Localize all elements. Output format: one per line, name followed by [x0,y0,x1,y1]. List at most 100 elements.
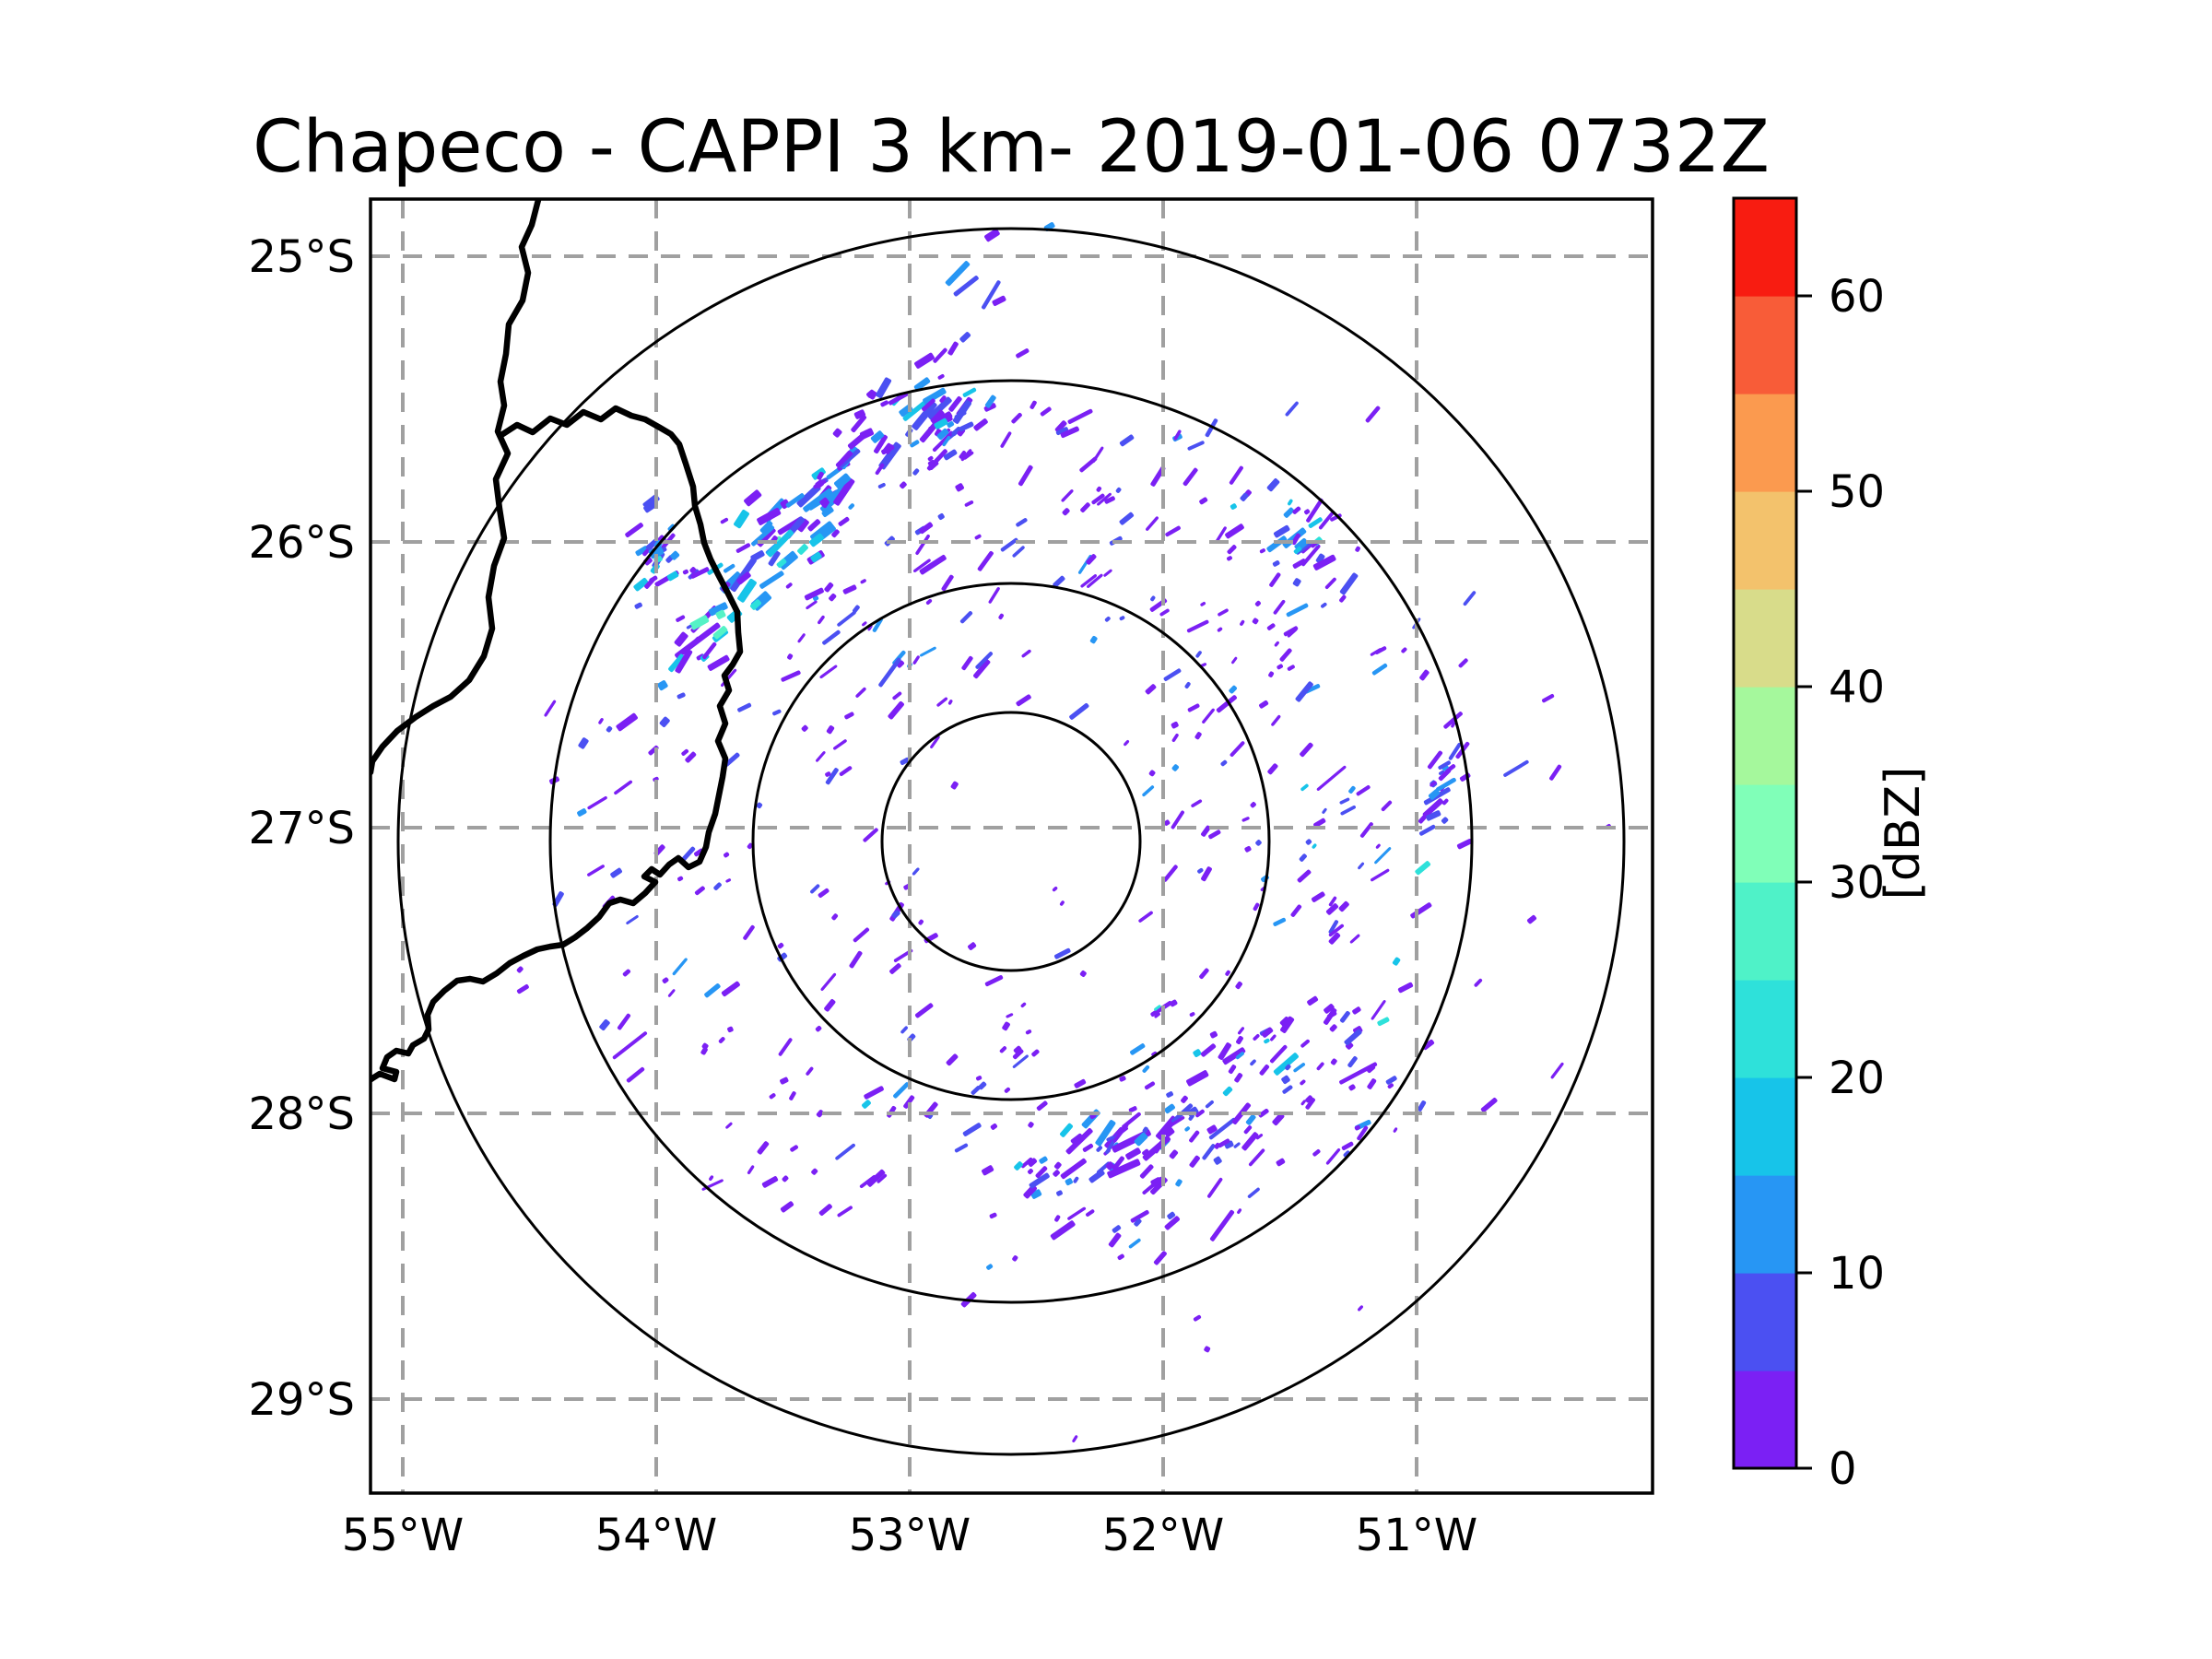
radar-echo [768,550,781,567]
radar-echo [927,460,935,465]
latitude-tick-labels: 25°S 26°S 27°S 28°S 29°S [248,231,355,1426]
map-frame [369,197,1654,1495]
radar-echo [811,1168,818,1175]
radar-echo [1067,1206,1087,1220]
radar-echo [953,276,979,297]
radar-echo [1193,1314,1202,1322]
radar-echo [1074,1078,1087,1088]
radar-echo [1456,839,1473,850]
radar-echo [835,1143,855,1160]
radar-echo [849,950,863,969]
radar-echo [1173,429,1182,441]
radar-echo [1169,1149,1179,1159]
radar-echo [1184,682,1191,688]
radar-echo [1438,768,1452,782]
radar-echo [690,567,710,579]
radar-echo [1220,759,1228,767]
radar-echo [1426,810,1441,821]
radar-echo [1244,845,1252,853]
radar-echo [1254,600,1261,606]
radar-echo [937,373,945,380]
radar-echo [1000,537,1018,552]
radar-echo [610,867,622,878]
radar-echo [960,449,972,462]
lon-tick-label: 53°W [849,1510,971,1561]
radar-echo [578,737,589,749]
radar-echo [964,500,974,507]
radar-echo [815,479,825,488]
radar-echo [1119,1076,1126,1082]
radar-echo [891,910,900,919]
radar-echo [1227,545,1237,555]
radar-echo [974,534,982,540]
radar-echo [825,768,839,785]
graticule-gridlines [371,199,1653,1493]
radar-echo [1285,1064,1291,1071]
radar-echo [1124,740,1130,747]
radar-echo [804,587,824,601]
radar-echo [772,709,782,716]
radar-echo [1418,824,1436,836]
radar-echo [1163,865,1178,882]
radar-echo [1276,1158,1286,1167]
radar-echo [984,975,1004,987]
radar-echo [785,582,793,589]
radar-echo [946,1053,959,1066]
radar-echo [1381,800,1393,812]
radar-echo [1463,591,1477,606]
colorbar-segment [1734,491,1796,590]
radar-echo [737,702,752,712]
radar-echo [1304,684,1321,694]
radar-echo [914,1003,934,1018]
radar-echo [842,584,857,594]
radar-echo [744,489,762,507]
colorbar-outline [1732,196,1798,1470]
radar-echo [1436,778,1456,792]
radar-echo [910,440,920,448]
radar-echo [1230,503,1237,510]
radar-echo [962,1123,982,1136]
radar-echo [876,377,892,399]
radar-echo [973,659,991,679]
radar-echo [587,796,607,810]
radar-echo [668,653,685,673]
radar-echo [1184,1126,1191,1132]
radar-echo [1228,1065,1237,1075]
radar-echo [1213,1156,1222,1165]
radar-echo [947,700,953,705]
radar-echo [1199,968,1209,980]
radar-echo [1295,681,1313,702]
radar-echo [1299,853,1307,862]
radar-echo [1234,1073,1243,1083]
radar-echo [1348,785,1356,794]
radar-echo [1191,799,1203,807]
radar-echo [782,1175,789,1182]
radar-echo [1240,619,1245,626]
radar-echo [1062,508,1070,516]
radar-echo [1079,971,1087,977]
radar-echo [1359,822,1373,838]
radar-echo [1065,1128,1093,1155]
radar-echo [1305,839,1312,845]
radar-echo [612,1031,648,1060]
radar-echo [796,518,809,533]
colorbar-segment [1734,1077,1796,1176]
colorbar-segment [1734,882,1796,981]
radar-echo [833,477,855,506]
radar-echo [797,633,806,643]
radar-echo [1171,733,1179,743]
radar-echo [872,618,883,632]
radar-echo [686,625,692,629]
radar-echo [1458,658,1468,668]
radar-echo [1181,1095,1188,1103]
radar-echo [1300,742,1313,758]
radar-echo [831,913,839,921]
radar-echo [968,942,977,950]
radar-echo [820,972,837,991]
radar-echo [813,595,819,601]
radar-echo [681,748,689,756]
radar-echo [1266,623,1276,630]
radar-echo [1225,524,1244,539]
radar-echo [1209,1209,1235,1241]
radar-echo [1253,902,1260,912]
